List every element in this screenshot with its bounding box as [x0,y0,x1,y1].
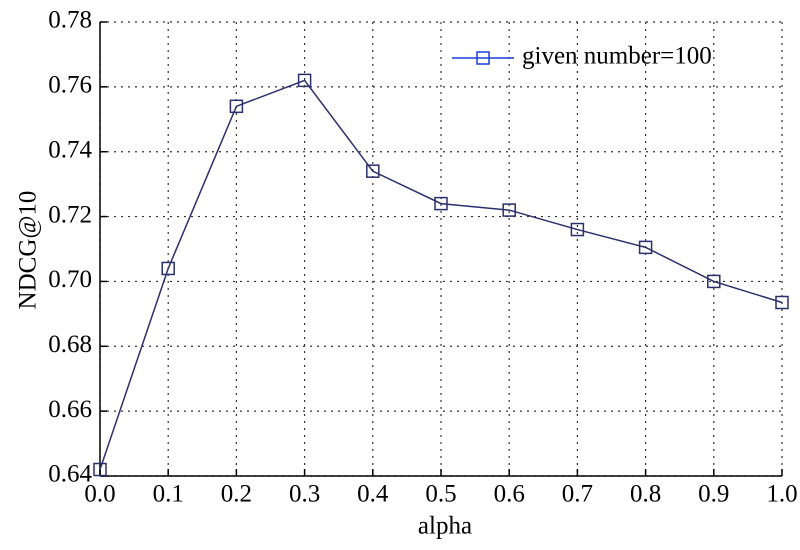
x-tick-label: 0.1 [153,481,184,508]
marker [229,99,244,114]
x-tick-label: 0.5 [425,481,456,508]
y-tick-label: 0.74 [48,136,92,163]
y-tick-label: 0.76 [48,72,92,99]
marker [707,274,721,289]
y-tick-label: 0.78 [48,7,92,34]
x-tick-label: 0.0 [84,481,115,508]
line [99,79,783,470]
marker [93,462,107,477]
y-tick-label: 0.70 [48,266,92,293]
x-tick-label: 0.6 [494,481,525,508]
x-tick-label: 0.8 [630,481,661,508]
marker [775,295,789,310]
marker [638,240,653,255]
marker [570,222,585,237]
x-tick-label: 0.4 [357,481,389,508]
legend-label: given number=100 [522,43,712,70]
x-tick-label: 0.2 [221,481,252,508]
marker [434,196,448,211]
marker [297,73,312,88]
x-tick-label: 0.9 [698,481,729,508]
x-tick-label: 0.3 [289,481,320,508]
y-tick-label: 0.64 [48,461,92,488]
marker [366,164,380,178]
x-axis-label: alpha [418,513,472,540]
marker [161,261,175,276]
legend-marker [476,51,490,65]
y-tick-label: 0.66 [48,396,92,423]
x-tick-label: 0.7 [562,481,593,508]
y-axis-label: NDCG@10 [15,191,42,310]
y-tick-label: 0.72 [48,201,92,228]
marker [502,203,516,217]
x-tick-label: 1.0 [766,481,797,508]
y-tick-label: 0.68 [48,331,92,358]
